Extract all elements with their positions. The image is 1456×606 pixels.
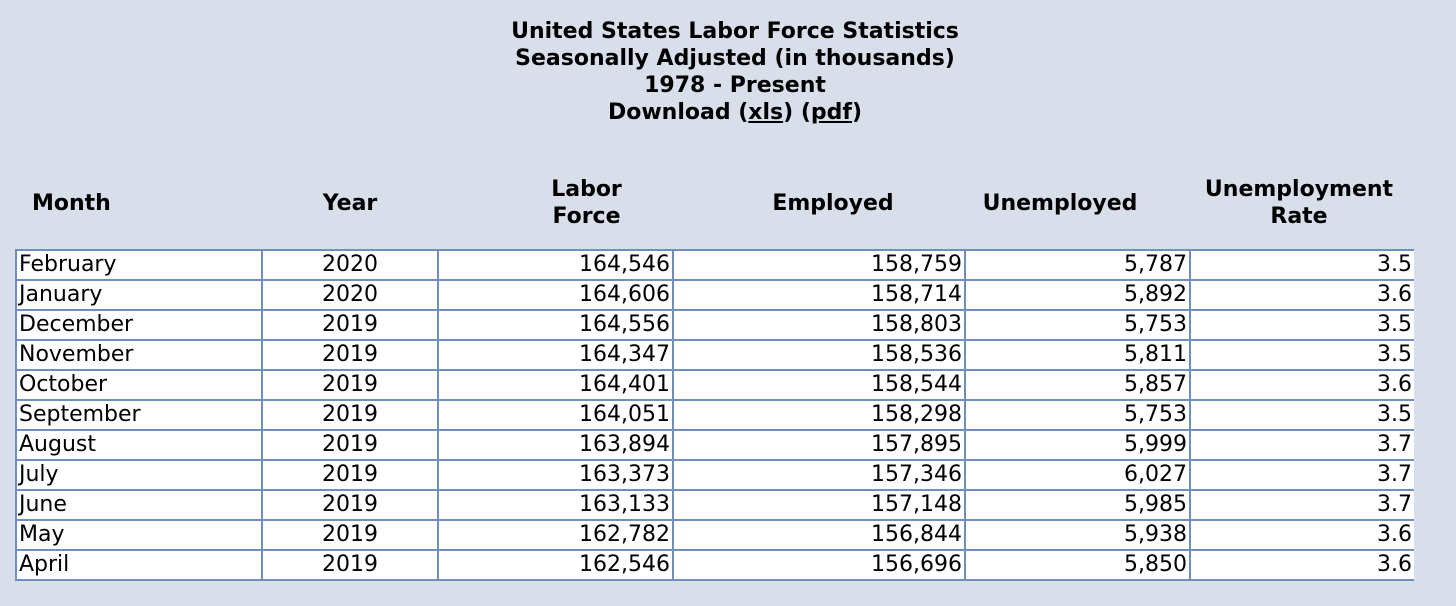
table-row: May 2019 162,782 156,844 5,938 3.6: [15, 519, 1414, 551]
cell-employed: 157,895: [672, 429, 966, 461]
column-header-month: Month: [32, 190, 111, 216]
labor-statistics-table: February 2020 164,546 158,759 5,787 3.5 Januar…: [15, 249, 1414, 581]
cell-labor-force: 162,782: [437, 519, 674, 551]
cell-month: August: [15, 429, 263, 461]
cell-month: October: [15, 369, 263, 401]
cell-labor-force: 164,546: [437, 249, 674, 281]
cell-unemployment-rate: 3.5: [1189, 399, 1414, 431]
cell-year: 2019: [261, 369, 439, 401]
cell-month: April: [15, 549, 263, 581]
cell-month: February: [15, 249, 263, 281]
cell-year: 2019: [261, 549, 439, 581]
page-subtitle: Seasonally Adjusted (in thousands): [515, 46, 955, 71]
cell-year: 2019: [261, 429, 439, 461]
cell-month: January: [15, 279, 263, 311]
cell-unemployed: 5,787: [964, 249, 1191, 281]
cell-unemployment-rate: 3.6: [1189, 549, 1414, 581]
cell-unemployment-rate: 3.6: [1189, 519, 1414, 551]
data-table-viewport[interactable]: February 2020 164,546 158,759 5,787 3.5 Januar…: [15, 249, 1414, 590]
table-row: June 2019 163,133 157,148 5,985 3.7: [15, 489, 1414, 521]
cell-employed: 156,844: [672, 519, 966, 551]
xls-download-link[interactable]: xls: [748, 100, 784, 125]
cell-labor-force: 162,546: [437, 549, 674, 581]
column-header-unemployment-rate: Unemployment Rate: [1204, 177, 1394, 229]
pdf-download-link[interactable]: pdf: [810, 100, 852, 125]
cell-labor-force: 163,373: [437, 459, 674, 491]
cell-year: 2020: [261, 249, 439, 281]
cell-month: May: [15, 519, 263, 551]
cell-unemployment-rate: 3.7: [1189, 459, 1414, 491]
cell-unemployed: 5,811: [964, 339, 1191, 371]
cell-unemployed: 5,857: [964, 369, 1191, 401]
cell-labor-force: 164,347: [437, 339, 674, 371]
cell-labor-force: 163,133: [437, 489, 674, 521]
cell-unemployment-rate: 3.5: [1189, 339, 1414, 371]
table-row: November 2019 164,347 158,536 5,811 3.5: [15, 339, 1414, 371]
cell-unemployment-rate: 3.5: [1189, 309, 1414, 341]
table-row: January 2020 164,606 158,714 5,892 3.6: [15, 279, 1414, 311]
cell-year: 2019: [261, 459, 439, 491]
table-row: September 2019 164,051 158,298 5,753 3.5: [15, 399, 1414, 431]
cell-unemployment-rate: 3.7: [1189, 489, 1414, 521]
cell-unemployed: 5,753: [964, 309, 1191, 341]
cell-month: November: [15, 339, 263, 371]
table-row: December 2019 164,556 158,803 5,753 3.5: [15, 309, 1414, 341]
cell-unemployed: 5,753: [964, 399, 1191, 431]
table-row: February 2020 164,546 158,759 5,787 3.5: [15, 249, 1414, 281]
cell-employed: 158,298: [672, 399, 966, 431]
cell-year: 2019: [261, 399, 439, 431]
cell-unemployment-rate: 3.6: [1189, 279, 1414, 311]
column-header-labor-force: Labor Force: [551, 177, 622, 229]
cell-unemployed: 5,892: [964, 279, 1191, 311]
cell-year: 2019: [261, 489, 439, 521]
cell-unemployed: 5,999: [964, 429, 1191, 461]
cell-unemployed: 5,938: [964, 519, 1191, 551]
cell-year: 2020: [261, 279, 439, 311]
cell-unemployed: 5,850: [964, 549, 1191, 581]
cell-month: December: [15, 309, 263, 341]
cell-month: September: [15, 399, 263, 431]
column-header-unemployed: Unemployed: [982, 190, 1138, 216]
table-row: August 2019 163,894 157,895 5,999 3.7: [15, 429, 1414, 461]
cell-unemployment-rate: 3.6: [1189, 369, 1414, 401]
cell-labor-force: 163,894: [437, 429, 674, 461]
table-row: April 2019 162,546 156,696 5,850 3.6: [15, 549, 1414, 581]
cell-employed: 157,346: [672, 459, 966, 491]
cell-year: 2019: [261, 339, 439, 371]
cell-labor-force: 164,556: [437, 309, 674, 341]
cell-labor-force: 164,401: [437, 369, 674, 401]
cell-employed: 158,536: [672, 339, 966, 371]
table-row: July 2019 163,373 157,346 6,027 3.7: [15, 459, 1414, 491]
cell-unemployed: 6,027: [964, 459, 1191, 491]
download-label: Download: [607, 100, 731, 125]
column-header-year: Year: [322, 190, 378, 216]
cell-employed: 158,544: [672, 369, 966, 401]
page-title-block: United States Labor Force Statistics Sea…: [0, 18, 1456, 126]
cell-employed: 157,148: [672, 489, 966, 521]
download-line: Download (xls) (pdf): [607, 100, 863, 125]
cell-employed: 158,714: [672, 279, 966, 311]
cell-labor-force: 164,051: [437, 399, 674, 431]
cell-labor-force: 164,606: [437, 279, 674, 311]
cell-unemployment-rate: 3.5: [1189, 249, 1414, 281]
cell-employed: 158,759: [672, 249, 966, 281]
date-range: 1978 - Present: [644, 73, 826, 98]
cell-month: June: [15, 489, 263, 521]
cell-month: July: [15, 459, 263, 491]
cell-year: 2019: [261, 309, 439, 341]
cell-unemployment-rate: 3.7: [1189, 429, 1414, 461]
column-header-employed: Employed: [772, 190, 894, 216]
table-row: October 2019 164,401 158,544 5,857 3.6: [15, 369, 1414, 401]
cell-unemployed: 5,985: [964, 489, 1191, 521]
cell-year: 2019: [261, 519, 439, 551]
cell-employed: 156,696: [672, 549, 966, 581]
page-title: United States Labor Force Statistics: [511, 19, 959, 44]
cell-employed: 158,803: [672, 309, 966, 341]
